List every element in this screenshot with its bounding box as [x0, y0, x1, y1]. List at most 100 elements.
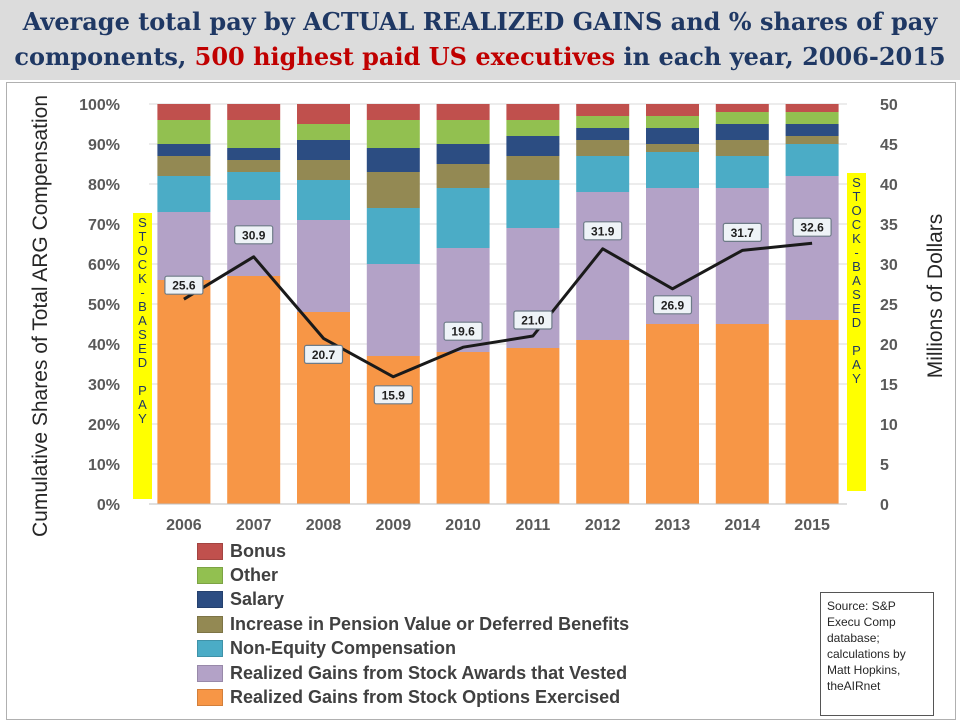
y2-tick-label: 15	[880, 377, 898, 394]
bar-other	[576, 116, 630, 128]
chart-title-highlight: 500 highest paid US executives	[194, 42, 616, 71]
y-tick-label: 40%	[88, 337, 120, 354]
bar-bonus	[785, 104, 839, 112]
legend-swatch	[197, 591, 223, 609]
y2-tick-label: 20	[880, 337, 898, 354]
chart-panel: 0% 10% 20% 30% 40% 50% 60% 70% 80% 90% 100% 0 5 10 15 2…	[6, 82, 956, 720]
bar-bonus	[297, 104, 350, 124]
x-tick-label: 2011	[516, 517, 551, 534]
bar-realized-gains-from-stock-awards-that-vested	[366, 264, 420, 356]
bar-realized-gains-from-stock-options-exercised	[576, 340, 630, 504]
y2-tick-label: 30	[880, 257, 898, 274]
bar-non-equity-compensation	[715, 156, 769, 188]
x-tick-label: 2009	[376, 517, 412, 534]
bar-bonus	[506, 104, 560, 120]
legend-item-realized-gains-from-stock-options-exercised: Realized Gains from Stock Options Exerci…	[197, 685, 629, 709]
data-label: 19.6	[451, 325, 475, 339]
legend-swatch	[197, 640, 223, 658]
bar-salary	[506, 136, 560, 156]
y2-axis-title: Millions of Dollars	[924, 214, 947, 379]
bar-realized-gains-from-stock-awards-that-vested	[715, 188, 769, 324]
bar-non-equity-compensation	[436, 188, 490, 248]
data-label-box	[373, 385, 413, 405]
bar-salary	[646, 128, 699, 144]
y-tick-label: 100%	[79, 97, 120, 114]
data-label: 21.0	[521, 314, 545, 328]
data-label: 31.7	[731, 226, 755, 240]
legend-label: Realized Gains from Stock Options Exerci…	[230, 687, 621, 708]
stacked-bar-chart: 0% 10% 20% 30% 40% 50% 60% 70% 80% 90% 100% 0 5 10 15 2…	[29, 95, 947, 537]
bar-increase-in-pension-value-or-deferred-benefits	[157, 156, 211, 176]
bar-salary	[157, 144, 211, 156]
chart-title-line-2: components, 500 highest paid US executiv…	[0, 39, 960, 74]
bar-realized-gains-from-stock-options-exercised	[785, 320, 839, 504]
bar-other	[436, 120, 490, 144]
bar-increase-in-pension-value-or-deferred-benefits	[576, 140, 630, 156]
legend-label: Bonus	[230, 540, 286, 561]
legend: Bonus Other Salary Increase in Pension Valu…	[197, 539, 629, 710]
legend-item-non-equity-compensation: Non-Equity Compensation	[197, 637, 629, 661]
data-label-box	[234, 225, 274, 245]
chart-title-line-2-end: in each year, 2006-2015	[615, 42, 946, 71]
stock-based-pay-band-right: S T O C K - B A S E D P A Y	[847, 173, 866, 491]
bar-increase-in-pension-value-or-deferred-benefits	[715, 140, 769, 156]
data-label-box	[722, 222, 762, 242]
legend-label: Salary	[230, 589, 285, 610]
bar-increase-in-pension-value-or-deferred-benefits	[297, 160, 350, 180]
y2-tick-label: 35	[880, 217, 898, 234]
bar-other	[715, 112, 769, 124]
data-label-box	[792, 217, 832, 237]
bar-realized-gains-from-stock-awards-that-vested	[785, 176, 839, 320]
legend-item-realized-gains-from-stock-awards-that-vested: Realized Gains from Stock Awards that Ve…	[197, 661, 629, 685]
bar-realized-gains-from-stock-options-exercised	[506, 348, 560, 504]
data-label: 30.9	[242, 228, 266, 242]
bar-salary	[785, 124, 839, 136]
bar-non-equity-compensation	[576, 156, 630, 192]
y2-tick-label: 50	[880, 97, 898, 114]
x-tick-label: 2007	[236, 517, 272, 534]
y-tick-label: 0%	[97, 497, 120, 514]
y-tick-label: 10%	[88, 457, 120, 474]
bar-realized-gains-from-stock-options-exercised	[646, 324, 699, 504]
y2-tick-label: 5	[880, 457, 889, 474]
bar-realized-gains-from-stock-options-exercised	[227, 276, 281, 504]
data-label: 26.9	[661, 298, 685, 312]
bar-bonus	[646, 104, 699, 116]
bar-non-equity-compensation	[227, 172, 281, 200]
legend-label: Increase in Pension Value or Deferred Be…	[230, 613, 630, 634]
data-label-box	[652, 295, 693, 315]
legend-swatch	[197, 664, 223, 682]
bar-realized-gains-from-stock-options-exercised	[436, 352, 490, 504]
bar-bonus	[366, 104, 420, 120]
y-tick-label: 70%	[88, 217, 120, 234]
bar-other	[646, 116, 699, 128]
bar-salary	[297, 140, 350, 160]
data-label-box	[443, 321, 483, 341]
data-label-box	[583, 221, 623, 241]
y2-tick-label: 10	[880, 417, 898, 434]
x-tick-label: 2012	[585, 517, 621, 534]
x-tick-label: 2006	[166, 517, 202, 534]
bar-bonus	[576, 104, 630, 116]
y2-tick-label: 0	[880, 497, 889, 514]
bar-increase-in-pension-value-or-deferred-benefits	[227, 160, 281, 172]
legend-item-salary: Salary	[197, 588, 629, 612]
bar-realized-gains-from-stock-options-exercised	[157, 280, 211, 504]
source-note: Source: S&P Execu Comp database; calcula…	[820, 592, 934, 716]
bar-realized-gains-from-stock-awards-that-vested	[506, 228, 560, 348]
bar-realized-gains-from-stock-options-exercised	[297, 312, 350, 504]
bar-bonus	[157, 104, 211, 120]
bar-bonus	[436, 104, 490, 120]
legend-item-increase-in-pension-value-or-deferred-benefits: Increase in Pension Value or Deferred Be…	[197, 612, 629, 636]
x-tick-label: 2008	[306, 517, 342, 534]
y2-tick-label: 45	[880, 137, 898, 154]
legend-item-bonus: Bonus	[197, 539, 629, 563]
bar-non-equity-compensation	[366, 208, 420, 264]
bar-non-equity-compensation	[646, 152, 699, 188]
y-axis-title: Cumulative Shares of Total ARG Compensat…	[29, 95, 52, 537]
x-tick-label: 2015	[794, 517, 830, 534]
legend-label: Other	[230, 565, 279, 586]
chart-title-line-2-start: components,	[14, 42, 195, 71]
bar-other	[366, 120, 420, 148]
x-tick-label: 2010	[445, 517, 481, 534]
